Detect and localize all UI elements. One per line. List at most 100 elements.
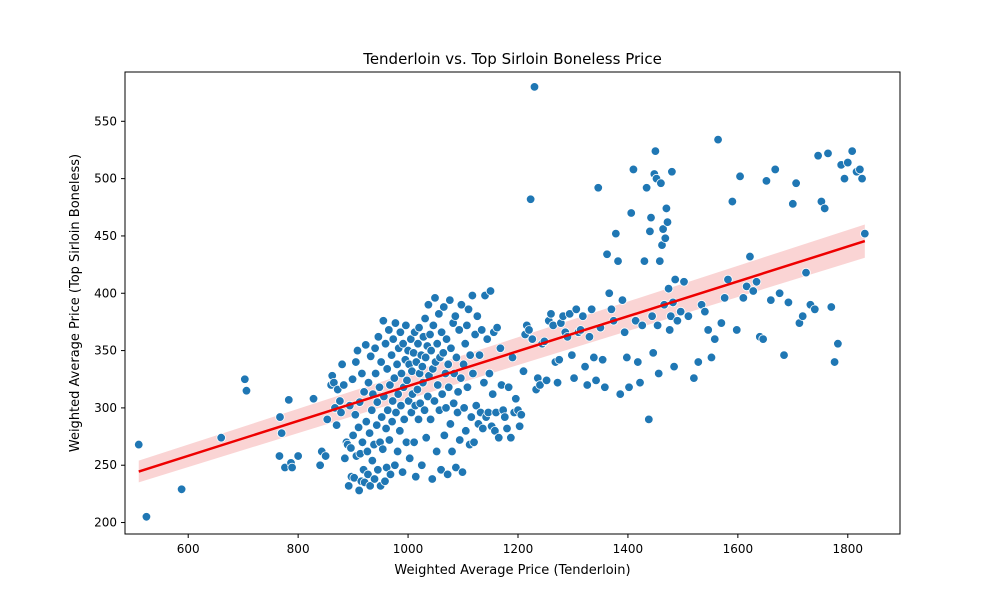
data-point [340,453,350,464]
data-point [395,327,406,337]
data-point [571,304,581,315]
data-point [367,455,378,466]
data-point [373,332,384,342]
data-point [417,460,427,470]
data-point [641,183,652,193]
y-tick-label: 200 [94,516,117,530]
data-point [546,309,556,319]
data-point [648,348,658,358]
data-point [385,469,396,480]
x-tick-label: 1400 [613,542,644,556]
data-point [471,400,481,411]
data-point [339,380,349,390]
data-point [667,167,677,177]
data-point [462,382,473,392]
data-point [275,412,285,422]
data-point [801,267,811,278]
data-point [389,373,400,383]
data-point [367,405,377,415]
data-point [582,380,592,390]
data-point [745,251,755,262]
data-point [446,343,456,353]
data-point [637,320,647,331]
data-point [427,474,437,484]
data-point [788,199,798,209]
data-point [652,320,663,331]
data-point [586,304,597,315]
data-point [439,430,450,441]
data-point [813,150,823,161]
data-point [287,462,297,473]
data-point [495,343,506,353]
data-point [644,414,654,425]
data-point [552,377,563,388]
data-point [357,368,367,379]
chart-title: Tenderloin vs. Top Sirloin Boneless Pric… [362,50,662,68]
data-point [602,249,612,259]
data-point [466,412,476,422]
data-point [700,306,710,317]
data-point [617,295,628,305]
data-point [713,134,723,145]
data-point [748,286,758,296]
data-point [426,345,436,356]
data-point [693,357,703,367]
data-point [384,435,395,445]
data-point [451,352,462,363]
data-point [624,382,634,392]
data-point [407,366,417,376]
data-point [855,164,865,175]
data-point [589,352,599,363]
data-point [826,302,836,312]
data-point [567,350,577,360]
data-point [663,283,674,294]
data-point [647,311,657,321]
data-point [669,361,679,372]
data-point [392,446,403,457]
data-point [274,451,285,461]
data-point [374,382,385,392]
data-point [453,387,463,397]
data-point [419,405,430,415]
data-point [284,395,294,405]
data-point [351,357,361,367]
data-point [414,322,424,333]
data-point [774,288,785,298]
data-point [465,350,475,360]
data-point [364,428,375,438]
y-tick-label: 250 [94,458,117,472]
data-point [432,338,442,349]
data-point [735,171,745,182]
data-point [390,318,401,328]
data-point [337,359,347,370]
data-point [600,382,610,392]
data-point [457,467,468,477]
data-point [679,277,689,287]
data-point [344,481,354,491]
data-point [430,293,440,303]
data-point [380,338,391,349]
data-point [176,484,187,494]
data-point [405,453,415,464]
data-point [783,297,794,308]
data-point [438,348,448,358]
data-point [454,325,464,335]
data-point [346,443,356,453]
x-axis-label: Weighted Average Price (Tenderloin) [394,563,630,578]
data-point [387,396,398,406]
data-point [703,325,713,335]
data-point [741,281,752,292]
data-point [459,403,469,413]
data-point [363,469,373,480]
data-point [751,277,762,287]
data-point [482,334,492,344]
data-point [390,460,400,470]
data-point [331,420,342,430]
regression-line [138,239,866,473]
data-point [436,327,447,337]
data-point [434,309,444,319]
data-point [474,350,485,360]
data-point [606,304,617,315]
data-point [436,465,446,475]
data-point [462,320,472,331]
